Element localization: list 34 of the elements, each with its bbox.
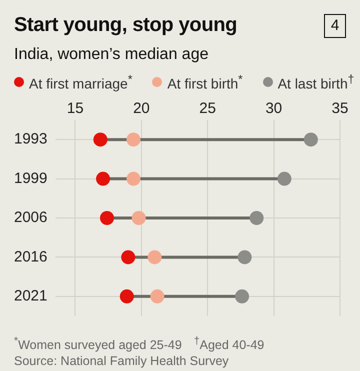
y-tick-label: 2016	[14, 248, 48, 266]
point	[126, 132, 140, 147]
point	[93, 132, 108, 147]
chart-title: Start young, stop young	[14, 14, 238, 37]
point	[277, 172, 292, 186]
point	[238, 250, 252, 264]
point	[235, 289, 250, 304]
point	[148, 250, 162, 264]
text: 4	[324, 14, 346, 38]
y-tick-label: 1993	[14, 130, 48, 148]
source-note: Source: National Family Health Survey	[14, 353, 230, 370]
legend-label: At first marriage$^{*}$	[29, 73, 132, 92]
text: $^{*}$Women surveyed aged 25-49	[14, 336, 182, 352]
text: $^{†}$Aged 40-49	[194, 336, 264, 352]
y-tick-label: 2021	[14, 288, 48, 305]
point	[126, 172, 140, 186]
x-tick-label: 30	[265, 100, 282, 118]
point	[250, 211, 264, 225]
x-tick-label: 20	[133, 100, 150, 118]
x-tick-label: 25	[199, 100, 216, 118]
y-tick-label: 2006	[14, 209, 48, 226]
point	[120, 289, 134, 304]
point	[304, 132, 318, 147]
x-tick-label: 35	[332, 100, 348, 118]
legend-label: At last birth$^{†}$	[278, 73, 354, 92]
point	[100, 211, 114, 225]
y-tick-label: 1999	[14, 170, 48, 187]
point	[121, 250, 136, 264]
point	[150, 289, 164, 304]
legend-label: At first birth$^{*}$	[167, 73, 243, 92]
point	[96, 172, 110, 186]
x-tick-label: 15	[66, 100, 84, 118]
point	[132, 211, 146, 225]
chart-subtitle: India, women’s median age	[14, 46, 208, 64]
